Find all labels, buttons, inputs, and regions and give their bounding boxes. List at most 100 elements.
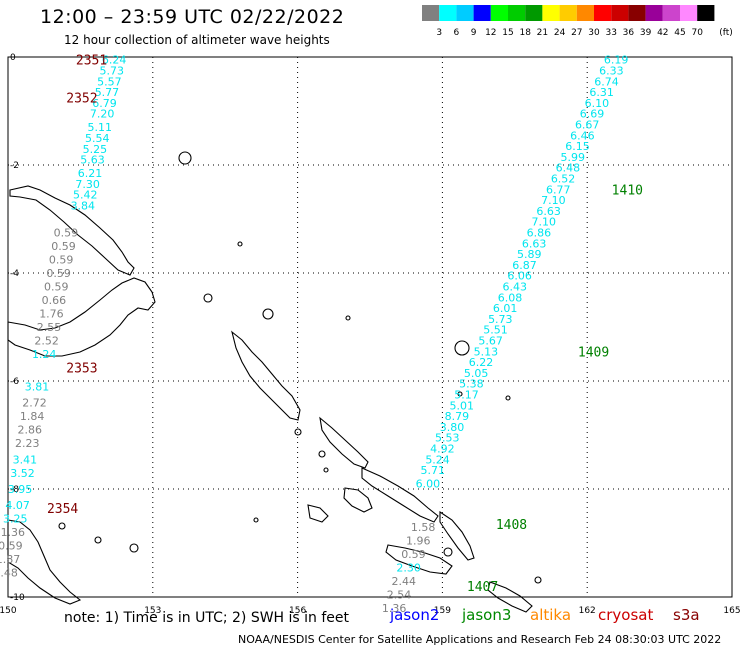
swh-value-east: 6.46	[570, 129, 595, 142]
swh-value-east: 5.17	[454, 389, 479, 402]
satellite-jason3: jason3	[462, 606, 512, 624]
lat-lon-grid	[7, 56, 733, 598]
time-label: 2354	[47, 502, 78, 517]
swh-value-east: 1.36	[382, 602, 407, 615]
swh-value-east: 6.67	[575, 119, 600, 132]
swh-value-west: 3.81	[25, 380, 50, 393]
legend-swatch	[542, 5, 560, 21]
island	[323, 467, 329, 473]
swh-value-east: 6.22	[469, 356, 494, 369]
swh-value-east: 6.63	[536, 205, 561, 218]
swh-value-west: 2.86	[17, 424, 42, 437]
swh-value-west: 7.30	[75, 178, 100, 191]
swh-value-west: 0.59	[44, 281, 69, 294]
swh-value-west: 1.24	[32, 348, 57, 361]
legend-swatch	[594, 5, 612, 21]
swh-value-east: 5.89	[517, 248, 542, 261]
legend-swatch	[422, 5, 440, 21]
x-tick-label: 162	[579, 606, 596, 616]
time-label: 1409	[578, 345, 609, 360]
swh-value-west: 5.11	[87, 121, 112, 134]
swh-value-west: 3.84	[71, 200, 96, 213]
coastline-makira	[487, 581, 533, 613]
swh-value-west: 2.55	[37, 321, 62, 334]
legend-swatch	[662, 5, 680, 21]
legend-label: 21	[537, 28, 548, 38]
legend-label: 3	[436, 28, 442, 38]
legend-label: 30	[588, 28, 600, 38]
note-text: note: 1) Time is in UTC; 2) SWH is in fe…	[64, 610, 350, 626]
map-frame	[7, 56, 733, 598]
swh-value-east: 3.80	[440, 421, 465, 434]
legend-label: 15	[502, 28, 513, 38]
time-label: 2353	[66, 362, 97, 377]
swh-value-east: 6.87	[512, 259, 537, 272]
swh-value-east: 5.99	[560, 151, 585, 164]
time-label: 2352	[66, 92, 97, 107]
legend-label: 12	[485, 28, 496, 38]
swh-value-west: 5.42	[73, 189, 98, 202]
swh-value-west: 5.25	[83, 143, 108, 156]
swh-value-west: 2.23	[15, 437, 40, 450]
coastline-new-britain	[7, 277, 156, 357]
swh-value-west: 2.72	[22, 397, 47, 410]
coastline-santa-isabel	[361, 467, 439, 523]
legend-swatch	[508, 5, 526, 21]
wave-height-legend: 3 6 9 12 15 18 21 24 27 30 33 36 39 42 45 70 (ft)	[422, 5, 733, 38]
legend-label: 18	[519, 28, 531, 38]
island	[534, 576, 542, 584]
swh-value-east: 2.44	[392, 575, 417, 588]
swh-value-east: 6.69	[580, 108, 605, 121]
swh-value-east: 6.63	[522, 237, 547, 250]
swh-value-east: 6.19	[604, 54, 629, 67]
y-tick-label: -4	[10, 269, 19, 279]
swh-value-east: 5.51	[483, 324, 508, 337]
swh-value-west: 5.57	[97, 75, 122, 88]
swh-value-west: 0.59	[49, 254, 74, 267]
swh-value-west: 3.95	[8, 483, 33, 496]
legend-label: 24	[554, 28, 566, 38]
swh-value-east: 5.73	[488, 313, 513, 326]
legend-label: 9	[471, 28, 477, 38]
swh-value-east: 8.79	[445, 410, 470, 423]
time-label: 2351	[76, 54, 107, 69]
swh-value-west: 0.66	[42, 294, 67, 307]
legend-swatch	[456, 5, 474, 21]
swh-value-west: 2.48	[0, 567, 18, 580]
swh-value-west: 3.52	[10, 467, 35, 480]
altimeter-tracks: 6.245.735.575.776.797.205.115.545.255.63…	[0, 54, 628, 615]
swh-value-east: 5.13	[474, 345, 499, 358]
swh-value-east: 1.96	[406, 534, 431, 547]
island	[129, 543, 139, 553]
legend-label: 70	[691, 28, 703, 38]
swh-value-east: 7.10	[532, 216, 557, 229]
legend-swatch	[559, 5, 577, 21]
satellite-jason2: jason2	[390, 606, 440, 624]
time-label: 1410	[612, 183, 643, 198]
swh-value-east: 0.59	[401, 548, 426, 561]
x-tick-label: 150	[0, 606, 17, 616]
coastline-new-guinea	[7, 519, 82, 605]
island	[178, 151, 192, 165]
swh-value-west: 5.73	[100, 65, 125, 78]
island	[454, 340, 470, 356]
legend-swatch	[645, 5, 663, 21]
swh-value-west: 5.54	[85, 132, 110, 145]
swh-value-east: 6.74	[594, 75, 619, 88]
credit-line: NOAA/NESDIS Center for Satellite Applica…	[238, 633, 722, 646]
coastline-guadalcanal	[385, 544, 453, 575]
time-label: 1407	[467, 580, 498, 595]
island	[318, 450, 326, 458]
swh-value-east: 6.31	[589, 86, 614, 99]
swh-value-west: 0.59	[0, 540, 23, 553]
swh-value-west: 1.36	[1, 526, 26, 539]
coastline-new-ireland	[9, 185, 135, 276]
island	[262, 308, 274, 320]
legend-label: 27	[571, 28, 582, 38]
island	[505, 395, 511, 401]
island	[237, 241, 243, 247]
legend-label: 42	[657, 28, 668, 38]
island	[94, 536, 102, 544]
legend-swatch	[473, 5, 491, 21]
